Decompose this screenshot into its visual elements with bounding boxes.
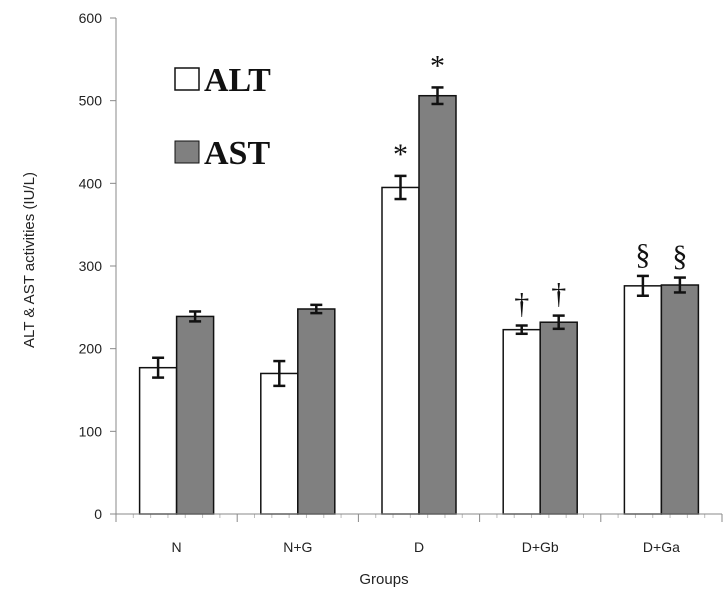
bar-alt-n: [138, 366, 178, 515]
x-tick-label: N: [172, 539, 182, 555]
y-axis-title: ALT & AST activities (IU/L): [21, 172, 38, 348]
bar-alt-d-plus-gb: [502, 328, 541, 515]
bar-ast-d-plus-ga: [660, 284, 700, 515]
legend-label-ast: AST: [204, 135, 270, 172]
legend-swatch-alt: [174, 67, 200, 91]
significance-markers: * † § * † §: [393, 49, 687, 320]
significance-marker: *: [393, 138, 408, 171]
x-tick-label: D+Gb: [522, 539, 559, 555]
y-tick-label: 400: [79, 175, 103, 191]
x-tick-label: N+G: [283, 539, 312, 555]
legend: ALT AST: [174, 62, 271, 172]
significance-marker: §: [635, 238, 650, 271]
bar-alt-n-plus-g: [260, 372, 299, 515]
x-axis-title: Groups: [359, 571, 408, 588]
y-tick-label: 500: [79, 93, 103, 109]
y-tick-label: 200: [79, 341, 103, 357]
x-axis-ticks: N N+G D D+Gb D+Ga: [115, 514, 723, 555]
legend-swatch-ast: [174, 140, 200, 164]
bar-ast-n: [175, 315, 215, 515]
y-tick-label: 600: [79, 10, 103, 26]
significance-marker: §: [672, 240, 687, 273]
x-tick-label: D+Ga: [643, 539, 680, 555]
significance-marker: †: [551, 278, 566, 311]
significance-marker: *: [430, 49, 445, 82]
significance-marker: †: [514, 288, 529, 321]
error-bars: [152, 86, 686, 388]
y-tick-label: 0: [94, 506, 102, 522]
x-tick-label: D: [414, 539, 424, 555]
bar-ast-d: [418, 94, 457, 515]
bar-ast-n-plus-g: [297, 308, 336, 515]
y-tick-label: 300: [79, 258, 103, 274]
legend-label-alt: ALT: [204, 62, 271, 99]
y-tick-label: 100: [79, 423, 103, 439]
y-axis-ticks: 0 100 200 300 400 500 600: [79, 10, 116, 522]
bar-ast-d-plus-gb: [539, 321, 578, 515]
bar-alt-d: [381, 186, 420, 515]
bar-alt-d-plus-ga: [623, 285, 663, 515]
